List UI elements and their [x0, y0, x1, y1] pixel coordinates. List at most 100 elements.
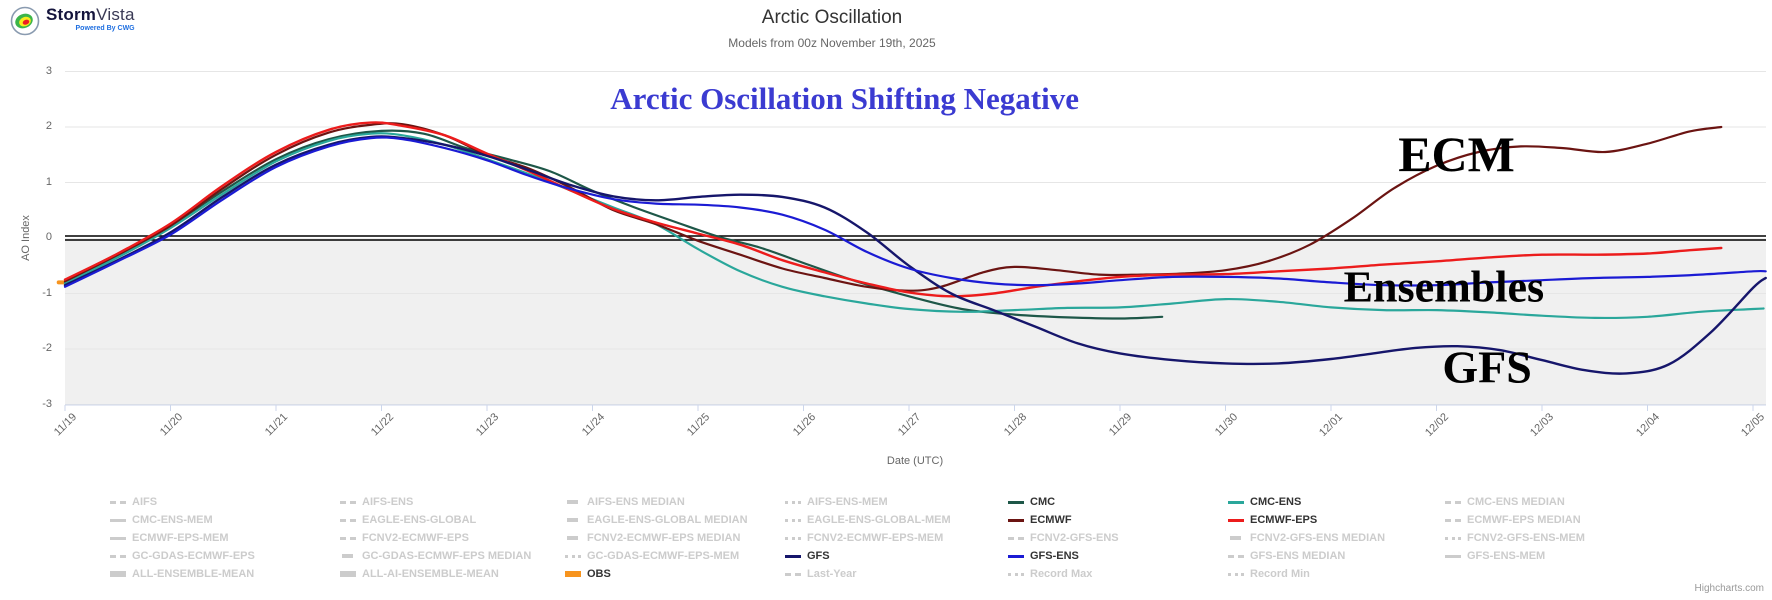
legend-marker-dotted-icon: [1008, 572, 1024, 576]
y-tick-label-1: 1: [45, 175, 52, 188]
legend-item-fcnv2-ecmwf-eps[interactable]: FCNV2-ECMWF-EPS: [340, 532, 469, 544]
legend-item-aifs-ens-median[interactable]: AIFS-ENS MEDIAN: [565, 496, 685, 508]
legend-item-cmc-ens-median[interactable]: CMC-ENS MEDIAN: [1445, 496, 1565, 508]
legend-marker-dotted-icon: [785, 536, 801, 540]
legend-item-aifs[interactable]: AIFS: [110, 496, 157, 508]
legend-item-aifs-ens[interactable]: AIFS-ENS: [340, 496, 413, 508]
legend-item-gfs-ens[interactable]: GFS-ENS: [1008, 550, 1079, 562]
legend-item-fcnv2-ecmwf-eps-median[interactable]: FCNV2-ECMWF-EPS MEDIAN: [565, 532, 740, 544]
legend-item-ecmwf-eps-mem[interactable]: ECMWF-EPS-MEM: [110, 532, 229, 544]
legend-item-gfs-ens-median[interactable]: GFS-ENS MEDIAN: [1228, 550, 1345, 562]
legend-marker-dashdot-icon: [1445, 500, 1461, 504]
legend-item-label: CMC-ENS MEDIAN: [1467, 496, 1565, 508]
x-axis-title: Date (UTC): [886, 455, 944, 467]
legend-item-ecmwf-eps-median[interactable]: ECMWF-EPS MEDIAN: [1445, 514, 1581, 526]
legend-item-last-year[interactable]: Last-Year: [785, 568, 857, 580]
annotation-ensembles: Ensembles: [1343, 262, 1545, 312]
legend-item-label: CMC-ENS: [1250, 496, 1302, 508]
legend-item-fcnv2-gfs-ens-mem[interactable]: FCNV2-GFS-ENS-MEM: [1445, 532, 1585, 544]
legend-item-label: ALL-AI-ENSEMBLE-MEAN: [362, 568, 499, 580]
legend-marker-bar-icon: [565, 571, 581, 577]
legend-item-label: EAGLE-ENS-GLOBAL-MEM: [807, 514, 951, 526]
legend-marker-dashdot-icon: [340, 536, 356, 540]
legend-marker-dashdot-icon: [1445, 518, 1461, 522]
series-line-ECMWF-EPS: [63, 121, 1723, 298]
legend-marker-solid-icon: [1445, 554, 1461, 558]
legend-marker-dotted-icon: [785, 518, 801, 522]
legend-item-label: ECMWF-EPS-MEM: [132, 532, 229, 544]
legend-item-eagle-ens-global-mem[interactable]: EAGLE-ENS-GLOBAL-MEM: [785, 514, 951, 526]
legend-item-label: AIFS-ENS-MEM: [807, 496, 888, 508]
legend-item-eagle-ens-global-median[interactable]: EAGLE-ENS-GLOBAL MEDIAN: [565, 514, 748, 526]
legend-item-record-max[interactable]: Record Max: [1008, 568, 1092, 580]
legend-item-label: GC-GDAS-ECMWF-EPS: [132, 550, 255, 562]
legend-item-gc-gdas-ecmwf-eps-median[interactable]: GC-GDAS-ECMWF-EPS MEDIAN: [340, 550, 531, 562]
legend-item-label: FCNV2-GFS-ENS-MEM: [1467, 532, 1585, 544]
legend-item-label: FCNV2-ECMWF-EPS MEDIAN: [587, 532, 741, 544]
legend-item-aifs-ens-mem[interactable]: AIFS-ENS-MEM: [785, 496, 888, 508]
legend-marker-solid-icon: [1008, 500, 1024, 504]
legend-item-label: FCNV2-GFS-ENS MEDIAN: [1250, 532, 1386, 544]
legend-item-gc-gdas-ecmwf-eps-mem[interactable]: GC-GDAS-ECMWF-EPS-MEM: [565, 550, 739, 562]
highcharts-credit[interactable]: Highcharts.com: [1694, 583, 1764, 594]
legend-item-label: ECMWF-EPS: [1250, 514, 1318, 526]
legend-marker-solid-icon: [785, 554, 801, 558]
legend-item-label: ALL-ENSEMBLE-MEAN: [132, 568, 255, 580]
legend-marker-dotted-icon: [785, 500, 801, 504]
legend-item-label: CMC-ENS-MEM: [132, 514, 213, 526]
legend-item-ecmwf-eps[interactable]: ECMWF-EPS: [1228, 514, 1317, 526]
legend-item-gc-gdas-ecmwf-eps[interactable]: GC-GDAS-ECMWF-EPS: [110, 550, 255, 562]
legend-marker-dash-icon: [567, 536, 578, 540]
legend-item-label: CMC: [1030, 496, 1056, 508]
legend-item-fcnv2-gfs-ens[interactable]: FCNV2-GFS-ENS: [1008, 532, 1119, 544]
legend-item-cmc[interactable]: CMC: [1008, 496, 1055, 508]
legend-item-eagle-ens-global[interactable]: EAGLE-ENS-GLOBAL: [340, 514, 476, 526]
legend-marker-dashdot-icon: [1008, 536, 1024, 540]
legend-item-label: FCNV2-ECMWF-EPS: [362, 532, 469, 544]
legend-marker-solid-icon: [1008, 554, 1024, 558]
legend-item-fcnv2-gfs-ens-median[interactable]: FCNV2-GFS-ENS MEDIAN: [1228, 532, 1385, 544]
legend-item-label: OBS: [587, 568, 611, 580]
legend-item-label: Record Max: [1030, 568, 1093, 580]
legend-item-label: FCNV2-GFS-ENS: [1030, 532, 1119, 544]
legend-item-label: ECMWF: [1030, 514, 1072, 526]
legend-item-label: GFS-ENS: [1030, 550, 1079, 562]
series-line-GFS-ENS: [63, 136, 1767, 288]
legend-marker-dashdot-icon: [1228, 554, 1244, 558]
legend-item-gfs[interactable]: GFS: [785, 550, 830, 562]
legend-item-label: GFS-ENS-MEM: [1467, 550, 1546, 562]
legend-item-label: GFS: [807, 550, 830, 562]
y-tick-label-2: 2: [45, 120, 52, 132]
y-tick-label-0: 0: [45, 231, 52, 243]
stormvista-tagline: Powered By CWG: [75, 25, 135, 32]
legend-item-gfs-ens-mem[interactable]: GFS-ENS-MEM: [1445, 550, 1545, 562]
legend-item-all-ensemble-mean[interactable]: ALL-ENSEMBLE-MEAN: [110, 568, 254, 580]
legend-item-label: ECMWF-EPS MEDIAN: [1467, 514, 1581, 526]
legend-item-ecmwf[interactable]: ECMWF: [1008, 514, 1072, 526]
series-line-GFS: [63, 135, 1767, 375]
y-tick-label--1: -1: [42, 286, 52, 299]
legend-item-label: AIFS-ENS MEDIAN: [587, 496, 685, 508]
legend-item-fcnv2-ecmwf-eps-mem[interactable]: FCNV2-ECMWF-EPS-MEM: [785, 532, 943, 544]
legend-marker-dotted-icon: [1228, 572, 1244, 576]
legend-marker-dotted-icon: [565, 554, 581, 558]
series-line-CMC-ENS: [63, 132, 1765, 320]
legend-marker-solid-icon: [110, 536, 126, 540]
legend-item-cmc-ens[interactable]: CMC-ENS: [1228, 496, 1301, 508]
stormvista-logo[interactable]: StormVista Powered By CWG: [10, 6, 135, 41]
legend-marker-dash-icon: [567, 500, 578, 504]
legend-marker-bar-icon: [110, 571, 126, 577]
legend-item-record-min[interactable]: Record Min: [1228, 568, 1310, 580]
legend-item-all-ai-ensemble-mean[interactable]: ALL-AI-ENSEMBLE-MEAN: [340, 568, 499, 580]
annotation-ecm: ECM: [1398, 126, 1515, 183]
annotation-gfs: GFS: [1442, 341, 1532, 393]
legend-item-label: Record Min: [1250, 568, 1310, 580]
legend-marker-solid-icon: [110, 518, 126, 522]
legend-item-obs[interactable]: OBS: [565, 568, 611, 580]
page-title: Arctic Oscillation: [761, 7, 903, 28]
legend-item-label: GC-GDAS-ECMWF-EPS-MEM: [587, 550, 740, 562]
legend-item-cmc-ens-mem[interactable]: CMC-ENS-MEM: [110, 514, 213, 526]
